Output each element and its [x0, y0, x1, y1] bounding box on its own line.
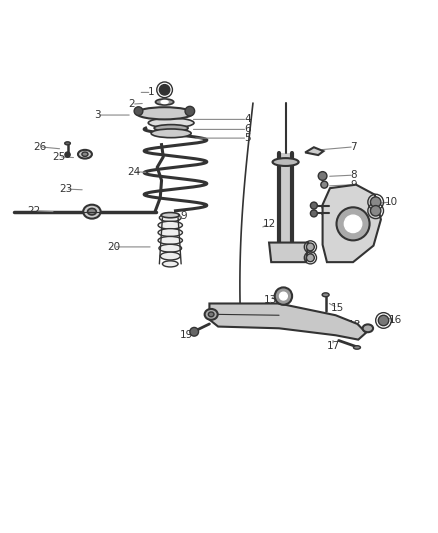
- Text: 1: 1: [148, 87, 155, 98]
- Polygon shape: [209, 303, 366, 340]
- Text: 2: 2: [129, 99, 135, 109]
- Text: 5: 5: [244, 133, 251, 143]
- Circle shape: [318, 172, 327, 180]
- Circle shape: [307, 254, 314, 262]
- Text: 25: 25: [52, 152, 65, 162]
- Text: 6: 6: [244, 124, 251, 134]
- Circle shape: [134, 107, 143, 116]
- Circle shape: [65, 152, 70, 157]
- Text: 13: 13: [264, 295, 277, 305]
- Ellipse shape: [158, 229, 183, 237]
- Ellipse shape: [82, 152, 88, 156]
- Circle shape: [378, 315, 389, 326]
- Text: 17: 17: [326, 341, 339, 351]
- Circle shape: [185, 107, 194, 116]
- Circle shape: [371, 197, 381, 207]
- Text: 26: 26: [33, 142, 46, 152]
- Text: 19: 19: [180, 330, 193, 340]
- Ellipse shape: [363, 325, 373, 332]
- Ellipse shape: [158, 221, 183, 229]
- Text: 8: 8: [350, 170, 357, 180]
- Ellipse shape: [162, 261, 178, 267]
- Text: 9: 9: [181, 212, 187, 221]
- Circle shape: [321, 181, 328, 188]
- Polygon shape: [269, 243, 308, 262]
- Text: 24: 24: [127, 167, 141, 176]
- Ellipse shape: [208, 312, 214, 317]
- Text: 9: 9: [350, 180, 357, 190]
- Ellipse shape: [151, 129, 191, 138]
- Text: 3: 3: [94, 110, 100, 120]
- Circle shape: [311, 210, 318, 217]
- Ellipse shape: [159, 244, 182, 252]
- Text: 10: 10: [385, 197, 397, 207]
- Text: 16: 16: [389, 314, 402, 325]
- Circle shape: [190, 327, 198, 336]
- Circle shape: [279, 292, 287, 300]
- Text: 14: 14: [336, 238, 350, 247]
- Ellipse shape: [272, 249, 299, 257]
- Circle shape: [344, 215, 362, 232]
- Polygon shape: [305, 147, 323, 155]
- Circle shape: [371, 206, 381, 216]
- Ellipse shape: [161, 213, 180, 218]
- Circle shape: [307, 243, 314, 251]
- Ellipse shape: [65, 142, 71, 145]
- Ellipse shape: [353, 346, 360, 349]
- Ellipse shape: [148, 118, 194, 128]
- Text: 18: 18: [348, 320, 361, 330]
- Circle shape: [336, 207, 370, 240]
- Ellipse shape: [155, 99, 174, 105]
- Text: 11: 11: [320, 207, 334, 217]
- Text: 22: 22: [28, 206, 41, 216]
- Ellipse shape: [159, 214, 181, 222]
- Ellipse shape: [161, 100, 168, 103]
- Ellipse shape: [88, 208, 96, 215]
- Ellipse shape: [160, 252, 180, 260]
- Ellipse shape: [272, 158, 299, 166]
- Text: 20: 20: [107, 242, 120, 252]
- Ellipse shape: [322, 293, 329, 297]
- Circle shape: [159, 85, 170, 95]
- Polygon shape: [279, 154, 292, 254]
- Ellipse shape: [154, 125, 188, 132]
- Text: 15: 15: [331, 303, 344, 313]
- Text: 12: 12: [262, 219, 276, 229]
- Ellipse shape: [205, 309, 218, 320]
- Ellipse shape: [136, 107, 193, 119]
- Ellipse shape: [83, 205, 101, 219]
- Polygon shape: [322, 184, 381, 262]
- Text: 7: 7: [350, 142, 357, 152]
- Ellipse shape: [78, 150, 92, 158]
- Text: 23: 23: [59, 184, 72, 194]
- Text: 4: 4: [244, 115, 251, 124]
- Circle shape: [275, 287, 292, 305]
- Circle shape: [311, 202, 318, 209]
- Ellipse shape: [158, 237, 183, 244]
